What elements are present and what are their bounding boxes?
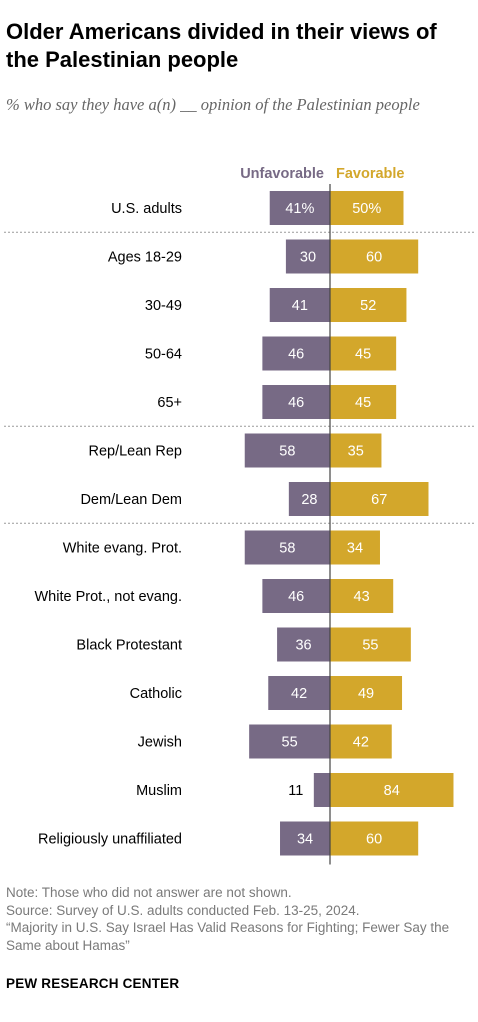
bar-favorable bbox=[330, 579, 394, 613]
bar-favorable bbox=[330, 676, 403, 710]
footer-note: Note: Those who did not answer are not s… bbox=[6, 885, 292, 900]
data-label-unfavorable: 28 bbox=[301, 492, 317, 508]
chart-subtitle: % who say they have a(n) __ opinion of t… bbox=[6, 95, 420, 114]
bar-unfavorable bbox=[249, 724, 330, 759]
data-label-favorable: 55 bbox=[362, 638, 378, 654]
bar-unfavorable bbox=[313, 773, 330, 807]
brand-logo-text: PEW RESEARCH CENTER bbox=[6, 976, 180, 991]
category-label: 65+ bbox=[157, 395, 182, 411]
bar-unfavorable bbox=[262, 385, 330, 419]
data-label-favorable: 60 bbox=[366, 832, 382, 848]
bar-unfavorable bbox=[268, 676, 330, 710]
data-label-favorable: 45 bbox=[355, 395, 371, 411]
data-label-unfavorable: 58 bbox=[279, 444, 295, 460]
bar-unfavorable bbox=[280, 821, 330, 856]
category-label: Jewish bbox=[138, 735, 182, 751]
category-label: Black Protestant bbox=[76, 638, 182, 654]
data-label-favorable: 45 bbox=[355, 347, 371, 363]
data-label-unfavorable: 30 bbox=[300, 250, 316, 266]
legend-unfavorable: Unfavorable bbox=[240, 166, 324, 182]
bar-favorable bbox=[330, 530, 380, 565]
bar-unfavorable bbox=[285, 239, 330, 274]
bar-favorable bbox=[330, 288, 407, 322]
category-label: U.S. adults bbox=[111, 201, 182, 217]
footer-report-title: “Majority in U.S. Say Israel Has Valid R… bbox=[6, 920, 450, 953]
data-label-unfavorable: 41 bbox=[292, 298, 308, 314]
bar-favorable bbox=[330, 627, 411, 662]
bar-unfavorable bbox=[262, 579, 330, 613]
data-label-favorable: 35 bbox=[348, 444, 364, 460]
chart-title: Older Americans divided in their views o… bbox=[6, 19, 437, 72]
bar-favorable bbox=[330, 724, 392, 759]
data-label-favorable: 50% bbox=[352, 201, 381, 217]
category-label: Muslim bbox=[136, 783, 182, 799]
bar-unfavorable bbox=[288, 482, 330, 516]
category-label: 50-64 bbox=[145, 347, 182, 363]
bar-favorable bbox=[330, 482, 429, 516]
bar-unfavorable bbox=[277, 627, 330, 662]
category-label: Rep/Lean Rep bbox=[88, 444, 182, 460]
bar-unfavorable bbox=[269, 191, 330, 225]
data-label-favorable: 84 bbox=[384, 783, 400, 799]
bar-favorable bbox=[330, 385, 397, 419]
data-label-unfavorable: 46 bbox=[288, 347, 304, 363]
bar-favorable bbox=[330, 433, 382, 468]
data-label-unfavorable: 36 bbox=[295, 638, 311, 654]
data-label-favorable: 60 bbox=[366, 250, 382, 266]
category-label: White Prot., not evang. bbox=[35, 589, 183, 605]
data-label-favorable: 34 bbox=[347, 541, 363, 557]
footer-source: Source: Survey of U.S. adults conducted … bbox=[6, 902, 360, 918]
data-label-unfavorable: 55 bbox=[282, 735, 298, 751]
data-label-favorable: 52 bbox=[360, 298, 376, 314]
bar-favorable bbox=[330, 773, 454, 807]
data-label-unfavorable: 42 bbox=[291, 686, 307, 702]
data-label-unfavorable: 41% bbox=[285, 201, 314, 217]
data-label-favorable: 43 bbox=[354, 589, 370, 605]
data-label-unfavorable: 11 bbox=[288, 783, 303, 799]
bar-unfavorable bbox=[262, 336, 330, 371]
category-label: Dem/Lean Dem bbox=[80, 492, 182, 508]
bar-unfavorable bbox=[244, 433, 330, 468]
data-label-favorable: 67 bbox=[371, 492, 387, 508]
data-label-unfavorable: 58 bbox=[279, 541, 295, 557]
data-label-favorable: 42 bbox=[353, 735, 369, 751]
category-label: Religiously unaffiliated bbox=[38, 832, 182, 848]
bar-favorable bbox=[330, 336, 397, 371]
category-label: 30-49 bbox=[145, 298, 182, 314]
bar-unfavorable bbox=[244, 530, 330, 565]
data-label-favorable: 49 bbox=[358, 686, 374, 702]
bar-favorable bbox=[330, 239, 419, 274]
data-label-unfavorable: 34 bbox=[297, 832, 313, 848]
bar-favorable bbox=[330, 191, 404, 225]
data-label-unfavorable: 46 bbox=[288, 589, 304, 605]
bar-favorable bbox=[330, 821, 419, 856]
chart-footer: Note: Those who did not answer are not s… bbox=[6, 884, 472, 954]
data-label-unfavorable: 46 bbox=[288, 395, 304, 411]
diverging-bar-chart: Unfavorable Favorable U.S. adults 41% 50% Age… bbox=[4, 166, 474, 865]
category-label: Ages 18-29 bbox=[108, 250, 182, 266]
category-label: White evang. Prot. bbox=[63, 541, 182, 557]
legend-favorable: Favorable bbox=[336, 166, 405, 182]
bar-unfavorable bbox=[269, 288, 330, 322]
category-label: Catholic bbox=[130, 686, 182, 702]
